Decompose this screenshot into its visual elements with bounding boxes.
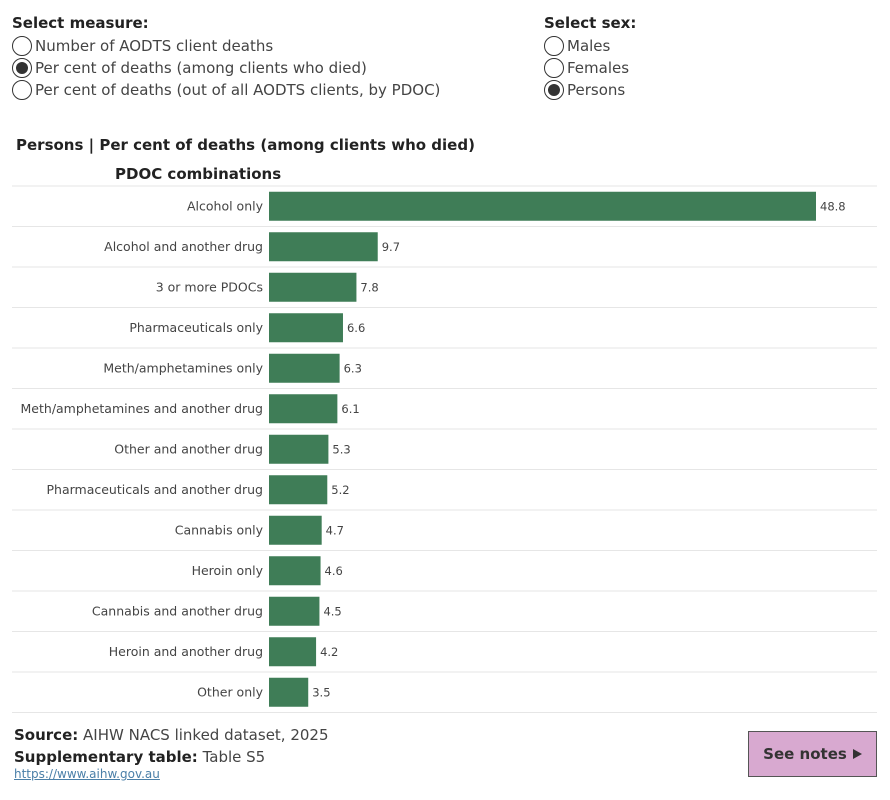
category-label: Meth/amphetamines only <box>103 360 263 375</box>
source-value: AIHW NACS linked dataset, 2025 <box>83 726 329 744</box>
measure-option-percent-all[interactable]: Per cent of deaths (out of all AODTS cli… <box>12 79 440 101</box>
sex-option-males[interactable]: Males <box>544 35 636 57</box>
category-label: Cannabis only <box>175 522 264 537</box>
bar[interactable] <box>269 677 309 707</box>
category-label: Pharmaceuticals only <box>129 320 263 335</box>
see-notes-button[interactable]: See notes <box>748 731 877 777</box>
supplementary-value: Table S5 <box>202 748 266 766</box>
bar[interactable] <box>269 191 816 221</box>
category-label: Cannabis and another drug <box>92 603 263 618</box>
category-label: Alcohol and another drug <box>104 239 263 254</box>
bar[interactable] <box>269 272 357 302</box>
supplementary-label: Supplementary table: <box>14 748 198 766</box>
bar-chart: Alcohol only 48.8 Alcohol and another drug… <box>12 185 877 713</box>
data-label: 9.7 <box>382 240 400 254</box>
sex-option-females[interactable]: Females <box>544 57 636 79</box>
data-label: 6.3 <box>344 361 362 375</box>
measure-option-label: Number of AODTS client deaths <box>35 37 274 55</box>
bar[interactable] <box>269 596 320 626</box>
sex-option-persons[interactable]: Persons <box>544 79 636 101</box>
data-label: 5.2 <box>331 483 349 497</box>
category-label: 3 or more PDOCs <box>156 279 263 294</box>
sex-option-label: Persons <box>567 81 626 99</box>
data-label: 7.8 <box>360 280 378 294</box>
measure-filter: Select measure: Number of AODTS client d… <box>12 14 440 101</box>
category-label: Pharmaceuticals and another drug <box>46 482 263 497</box>
measure-filter-title: Select measure: <box>12 14 149 32</box>
category-label: Heroin and another drug <box>109 644 263 659</box>
data-label: 4.6 <box>325 564 343 578</box>
data-label: 3.5 <box>312 685 330 699</box>
radio-button-unchecked[interactable] <box>544 36 564 56</box>
bar[interactable] <box>269 515 322 545</box>
bar[interactable] <box>269 232 378 262</box>
measure-option-label: Per cent of deaths (among clients who di… <box>35 59 367 77</box>
radio-button-unchecked[interactable] <box>12 80 32 100</box>
data-label: 6.6 <box>347 321 365 335</box>
radio-button-unchecked[interactable] <box>544 58 564 78</box>
measure-option-number[interactable]: Number of AODTS client deaths <box>12 35 440 57</box>
play-arrow-icon <box>852 749 862 759</box>
radio-button-checked[interactable] <box>12 58 32 78</box>
bar[interactable] <box>269 313 343 343</box>
category-label: Alcohol only <box>187 198 264 213</box>
radio-button-checked[interactable] <box>544 80 564 100</box>
aihw-link[interactable]: https://www.aihw.gov.au <box>14 767 160 781</box>
category-label: Meth/amphetamines and another drug <box>21 401 263 416</box>
bar[interactable] <box>269 434 329 464</box>
sex-option-label: Males <box>567 37 611 55</box>
source-label: Source: <box>14 726 79 744</box>
chart-title: Persons | Per cent of deaths (among clie… <box>16 136 475 154</box>
bar[interactable] <box>269 353 340 383</box>
sex-filter: Select sex: Males Females Persons <box>544 14 636 101</box>
sex-option-label: Females <box>567 59 630 77</box>
category-label: Other only <box>197 684 264 699</box>
category-label: Other and another drug <box>114 441 263 456</box>
bar[interactable] <box>269 475 328 505</box>
source-line: Source: AIHW NACS linked dataset, 2025 <box>14 726 329 744</box>
bar[interactable] <box>269 394 338 424</box>
radio-button-unchecked[interactable] <box>12 36 32 56</box>
data-label: 6.1 <box>341 402 359 416</box>
bar[interactable] <box>269 556 321 586</box>
data-label: 5.3 <box>332 442 350 456</box>
bar[interactable] <box>269 637 317 667</box>
data-label: 4.2 <box>320 645 338 659</box>
see-notes-label: See notes <box>763 745 847 763</box>
data-label: 4.5 <box>323 604 341 618</box>
data-label: 4.7 <box>326 523 344 537</box>
y-axis-header: PDOC combinations <box>115 165 282 183</box>
category-label: Heroin only <box>192 563 264 578</box>
data-label: 48.8 <box>820 199 846 213</box>
sex-filter-title: Select sex: <box>544 14 637 32</box>
measure-option-label: Per cent of deaths (out of all AODTS cli… <box>35 81 441 99</box>
measure-option-percent-died[interactable]: Per cent of deaths (among clients who di… <box>12 57 440 79</box>
supplementary-line: Supplementary table: Table S5 <box>14 748 265 766</box>
